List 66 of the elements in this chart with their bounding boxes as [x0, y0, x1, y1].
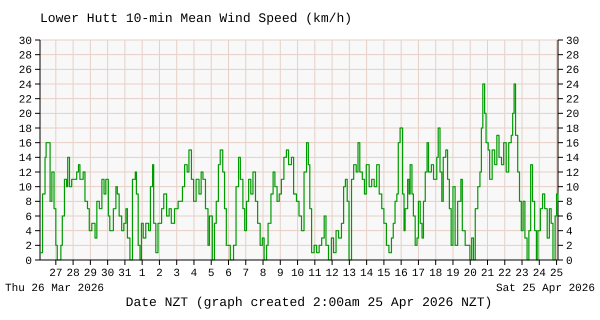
y-tick-label: 6: [25, 212, 32, 224]
x-tick-label: 17: [412, 268, 426, 280]
x-tick-label: 2: [156, 268, 163, 280]
x-tick-label: 30: [101, 268, 114, 280]
chart-title: Lower Hutt 10-min Mean Wind Speed (km/h): [40, 11, 352, 26]
y2-tick-label: 10: [566, 182, 580, 195]
x-tick-label: 25: [550, 268, 564, 280]
y2-tick-label: 14: [566, 153, 580, 166]
x-tick-label: 10: [290, 268, 304, 280]
y2-tick-label: 4: [566, 226, 573, 239]
x-tick-label: 29: [84, 268, 97, 280]
x-tick-label: 19: [446, 268, 460, 280]
x-tick-label: 23: [515, 268, 529, 280]
y-tick-label: 10: [18, 182, 32, 195]
y2-tick-label: 12: [566, 168, 580, 180]
x-tick-label: 24: [532, 268, 546, 280]
y-tick-label: 12: [18, 168, 32, 180]
y2-tick-label: 8: [566, 197, 573, 210]
x-tick-label: 28: [66, 268, 80, 280]
y-tick-label: 26: [18, 65, 32, 78]
x-tick-label: 20: [464, 268, 477, 280]
y2-tick-label: 26: [566, 65, 580, 78]
x-tick-label: 3: [173, 268, 180, 280]
y-tick-label: 24: [18, 80, 32, 92]
x-tick-label: 11: [308, 268, 322, 280]
y-tick-label: 2: [25, 241, 32, 254]
x-tick-label: 7: [242, 268, 250, 280]
y-tick-label: 14: [18, 153, 32, 166]
x-tick-label: 16: [394, 268, 408, 280]
text: Sat 25 Apr 2026: [496, 283, 595, 295]
y-tick-label: 22: [18, 94, 32, 107]
y-tick-label: 4: [25, 226, 32, 239]
y2-tick-label: 2: [566, 241, 573, 254]
y2-tick-label: 0: [566, 256, 573, 268]
y-tick-label: 28: [18, 50, 32, 63]
x-tick-label: 18: [429, 268, 442, 280]
x-tick-label: 15: [377, 268, 390, 280]
y-tick-label: 8: [25, 197, 32, 210]
y-tick-label: 18: [18, 124, 32, 136]
y-tick-label: 0: [25, 256, 32, 268]
y2-tick-label: 22: [566, 94, 580, 107]
x-tick-label: 13: [342, 268, 356, 280]
x-tick-label: 9: [276, 268, 284, 280]
y-tick-label: 30: [18, 36, 32, 48]
y2-tick-label: 20: [566, 109, 580, 122]
y2-tick-label: 18: [566, 124, 580, 136]
x-tick-label: 6: [225, 268, 232, 280]
x-tick-label: 27: [49, 268, 62, 280]
x-tick-label: 12: [325, 268, 339, 280]
y2-tick-label: 6: [566, 212, 573, 224]
y2-tick-label: 30: [566, 36, 580, 48]
y-tick-label: 16: [18, 138, 32, 151]
x-axis-title: Date NZT (graph created 2:00am 25 Apr 2026 NZT): [126, 295, 492, 310]
x-tick-label: 31: [118, 268, 132, 280]
text: Thu 26 Mar 2026: [5, 283, 104, 295]
x-tick-label: 4: [190, 268, 198, 280]
x-tick-label: 14: [360, 268, 374, 280]
x-tick-label: 5: [208, 268, 215, 280]
x-tick-label: 8: [260, 268, 266, 280]
x-tick-label: 1: [138, 268, 146, 280]
x-tick-label: 21: [480, 268, 494, 280]
x-tick-label: 22: [498, 268, 512, 280]
y2-tick-label: 24: [566, 80, 580, 92]
y-tick-label: 20: [18, 109, 32, 122]
y2-tick-label: 16: [566, 138, 580, 151]
y2-tick-label: 28: [566, 50, 580, 63]
